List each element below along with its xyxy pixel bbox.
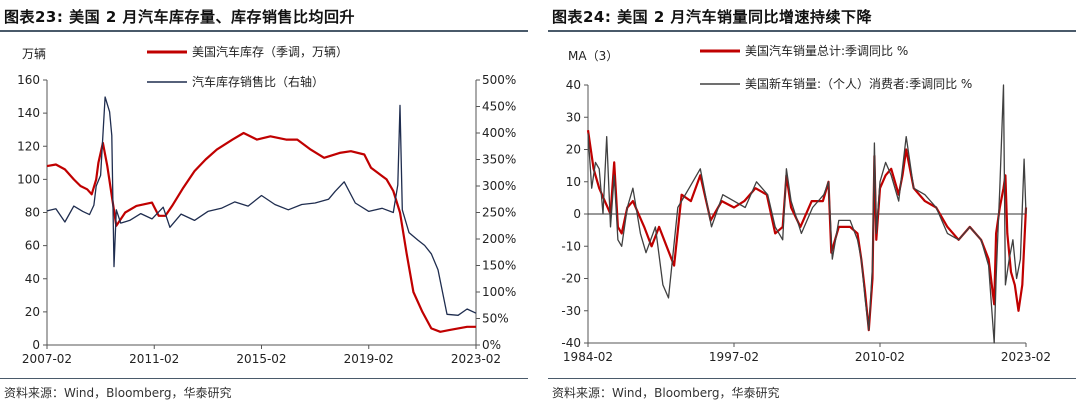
y-tick-label: -30 — [561, 304, 581, 318]
y2-tick-label: 500% — [482, 73, 516, 87]
y2-tick-label: 450% — [482, 100, 516, 114]
right-chart-panel: 图表24: 美国 2 月汽车销量同比增速持续下降 -40 -30 -20 -10 0 10… — [548, 0, 1080, 410]
x-tick-label: 1984-02 — [563, 350, 613, 364]
chart-title: 图表23: 美国 2 月汽车库存量、库存销售比均回升 — [4, 8, 355, 26]
legend-label: 汽车库存销售比（右轴） — [192, 74, 324, 89]
source-rule — [0, 378, 528, 379]
y-tick-label: 120 — [17, 139, 40, 153]
y2-tick-label: 0% — [482, 338, 501, 352]
series-line-2 — [587, 84, 1027, 344]
y2-tick-label: 300% — [482, 179, 516, 193]
chart-source: 资料来源：Wind，Bloomberg，华泰研究 — [4, 386, 232, 400]
y-tick-label: -20 — [561, 272, 581, 286]
y2-tick-label: 350% — [482, 153, 516, 167]
y2-tick-label: 400% — [482, 126, 516, 140]
x-tick-label: 2007-02 — [22, 352, 72, 366]
x-tick-label: 2023-02 — [1001, 350, 1051, 364]
y-tick-label: 40 — [25, 272, 40, 286]
y-tick-label: 140 — [17, 106, 40, 120]
inventory-chart-svg: 0 20 40 60 80 100 120 140 160 0% 50% 100% 150% 200% 25… — [17, 44, 516, 366]
x-tick-label: 2010-02 — [855, 350, 905, 364]
y-tick-label: 160 — [17, 73, 40, 87]
sales-yoy-chart-svg: -40 -30 -20 -10 0 10 20 30 40 1984-02 1997-02 2010-… — [561, 43, 1051, 364]
title-rule — [0, 30, 528, 32]
y-axis-label: MA（3） — [568, 49, 618, 63]
y-tick-label: 10 — [566, 175, 581, 189]
series-line-1 — [586, 130, 1028, 332]
series-line-1 — [46, 131, 476, 333]
y2-tick-label: 200% — [482, 232, 516, 246]
title-rule — [548, 30, 1076, 32]
y-axis-label: 万辆 — [22, 47, 46, 61]
y2-tick-label: 150% — [482, 259, 516, 273]
source-rule — [548, 378, 1076, 379]
legend-label: 美国新车销量:（个人）消费者:季调同比 % — [745, 76, 972, 91]
y-tick-label: 40 — [566, 78, 581, 92]
y-tick-label: -10 — [561, 239, 581, 253]
y-tick-label: 60 — [25, 239, 40, 253]
y-tick-label: 20 — [566, 143, 581, 157]
y-tick-label: 100 — [17, 172, 40, 186]
x-tick-label: 2023-02 — [451, 352, 501, 366]
chart-source: 资料来源：Wind，Bloomberg，华泰研究 — [552, 386, 780, 400]
x-tick-label: 2011-02 — [129, 352, 179, 366]
y2-tick-label: 100% — [482, 285, 516, 299]
chart-title: 图表24: 美国 2 月汽车销量同比增速持续下降 — [552, 8, 872, 26]
x-tick-label: 2019-02 — [344, 352, 394, 366]
y-tick-label: -40 — [561, 336, 581, 350]
left-chart-panel: 图表23: 美国 2 月汽车库存量、库存销售比均回升 0 20 40 60 80 100 1… — [0, 0, 530, 410]
y-tick-label: 0 — [32, 338, 40, 352]
x-tick-label: 2015-02 — [236, 352, 286, 366]
y-tick-label: 0 — [573, 207, 581, 221]
y2-tick-label: 50% — [482, 312, 509, 326]
y-tick-label: 30 — [566, 110, 581, 124]
series-line-2 — [46, 96, 477, 316]
legend-label: 美国汽车库存（季调，万辆） — [192, 44, 348, 59]
y-tick-label: 20 — [25, 305, 40, 319]
legend-label: 美国汽车销量总计:季调同比 % — [745, 43, 908, 58]
y2-tick-label: 250% — [482, 206, 516, 220]
x-tick-label: 1997-02 — [709, 350, 759, 364]
y-tick-label: 80 — [25, 206, 40, 220]
